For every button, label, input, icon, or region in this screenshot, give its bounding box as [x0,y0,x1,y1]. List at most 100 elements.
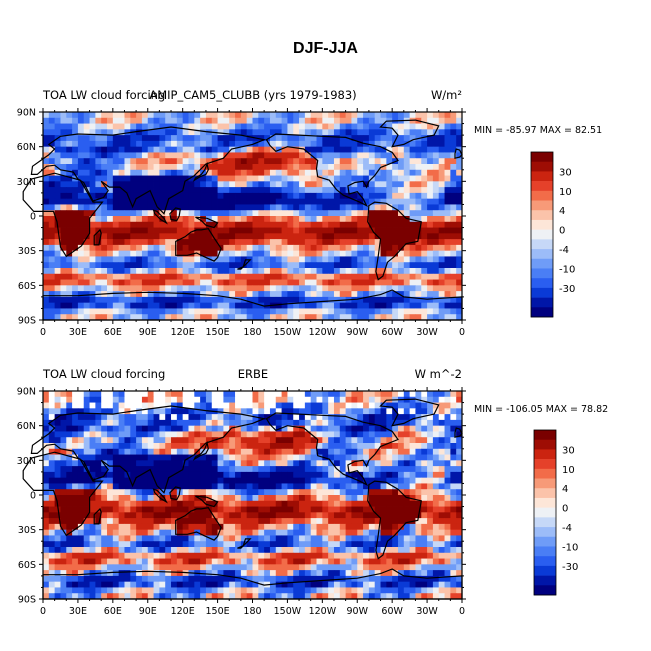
field-cell [211,152,218,159]
field-cell [316,495,323,502]
field-cell [345,227,352,234]
field-cell [264,285,271,292]
field-cell [438,419,445,427]
field-cell [60,164,67,171]
field-cell [200,112,207,119]
field-cell [444,529,451,536]
field-cell [438,239,445,246]
field-cell [101,419,108,427]
field-cell [211,140,218,148]
field-cell [235,187,242,194]
field-cell [89,279,96,286]
field-cell [275,529,282,536]
field-cell [229,268,236,275]
field-cell [374,262,381,269]
field-cell [281,221,288,228]
field-cell [316,164,323,171]
field-cell [54,523,61,531]
field-cell [95,437,102,444]
field-cell [450,152,457,159]
field-cell [444,460,451,467]
field-cell [240,408,248,415]
field-cell [95,391,102,398]
field-cell [235,431,242,438]
field-cell [223,296,230,304]
field-cell [287,158,294,165]
field-cell [421,117,428,124]
field-cell [403,529,411,536]
field-cell [153,117,160,124]
field-cell [89,256,96,263]
field-cell [310,314,317,321]
field-cell [223,547,230,554]
field-cell [374,308,381,315]
field-cell [89,460,96,467]
field-cell [89,308,96,315]
field-cell [60,547,67,554]
field-cell [240,302,248,309]
field-cell [357,431,364,438]
field-cell [275,518,282,525]
field-cell [351,564,358,571]
field-cell [386,112,393,119]
field-cell [293,175,300,182]
field-cell [409,483,416,490]
field-cell [304,419,312,427]
field-cell [432,273,440,280]
field-cell [450,302,457,309]
field-cell [223,175,230,182]
field-cell [60,233,67,240]
field-cell [130,250,137,257]
field-cell [421,414,428,421]
field-cell [392,187,399,194]
field-cell [77,471,85,479]
field-cell [450,135,457,142]
field-cell [182,454,189,461]
field-cell [281,204,288,211]
field-cell [60,239,67,246]
field-cell [403,135,411,142]
field-cell [159,204,166,211]
field-cell [403,500,411,507]
field-cell [357,250,364,257]
field-cell [368,500,376,507]
field-cell [287,187,294,194]
field-cell [363,158,370,165]
field-cell [130,187,137,194]
field-cell [95,448,102,455]
field-cell [159,169,166,176]
field-cell [456,414,463,421]
field-cell [421,233,428,240]
field-cell [421,210,428,217]
field-cell [392,471,399,479]
field-cell [153,500,160,507]
field-cell [345,443,352,450]
field-cell [165,158,172,165]
field-cell [240,471,248,479]
field-cell [322,523,329,531]
field-cell [264,291,271,298]
field-cell [328,192,335,200]
field-cell [176,414,184,421]
field-cell [264,454,271,461]
field-cell [141,198,149,205]
field-cell [293,291,300,298]
field-cell [386,443,393,450]
field-cell [409,396,416,403]
field-cell [392,123,399,130]
field-cell [147,268,154,275]
field-cell [403,483,411,490]
field-cell [421,391,428,398]
field-cell [200,216,207,223]
field-cell [316,146,323,153]
field-cell [223,198,230,205]
field-cell [235,152,242,159]
field-cell [351,152,358,159]
field-cell [409,552,416,559]
field-cell [101,239,108,246]
field-cell [310,227,317,234]
field-cell [427,187,434,194]
field-cell [112,296,120,304]
field-cell [427,466,434,473]
field-cell [264,123,271,130]
